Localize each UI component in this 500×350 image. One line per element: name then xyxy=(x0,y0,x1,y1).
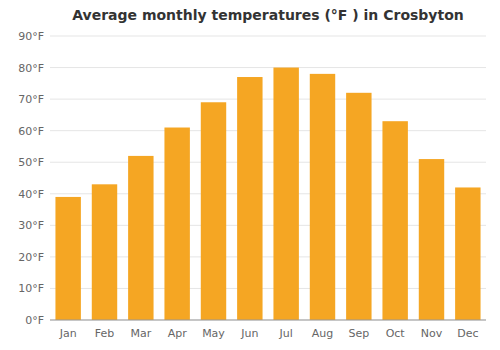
bar xyxy=(455,187,480,320)
y-axis: 0°F 10°F 20°F 30°F 40°F 50°F 60°F 70°F 80°F 90°F xyxy=(18,30,44,327)
x-axis-line xyxy=(50,320,486,321)
x-tick-label: Dec xyxy=(457,327,478,340)
y-tick-label: 10°F xyxy=(18,282,44,295)
grid-line xyxy=(50,36,486,37)
bar xyxy=(419,159,444,320)
x-tick-label: Jul xyxy=(279,327,293,340)
x-tick-label: Sep xyxy=(348,327,369,340)
bar xyxy=(310,74,335,320)
bar xyxy=(382,121,407,320)
title: Average monthly temperatures (°F ) in Cr… xyxy=(72,7,464,23)
y-tick-label: 90°F xyxy=(18,30,44,43)
chart-container: Average monthly temperatures (°F ) in Cr… xyxy=(0,0,500,350)
x-tick-label: Jan xyxy=(59,327,77,340)
bar xyxy=(128,156,153,320)
bar xyxy=(201,102,226,320)
y-tick-label: 40°F xyxy=(18,188,44,201)
x-tick-label: Apr xyxy=(168,327,188,340)
bar xyxy=(92,184,117,320)
grid-line xyxy=(50,320,486,321)
x-tick-label: Nov xyxy=(421,327,443,340)
x-tick-label: Feb xyxy=(95,327,114,340)
x-tick-label: Jun xyxy=(240,327,258,340)
y-tick-label: 0°F xyxy=(25,314,44,327)
x-tick-label: Oct xyxy=(386,327,406,340)
grid-line xyxy=(50,130,486,131)
grid xyxy=(50,36,486,320)
x-tick-label: Aug xyxy=(312,327,333,340)
bar xyxy=(55,197,80,320)
chart: Average monthly temperatures (°F ) in Cr… xyxy=(0,0,500,350)
x-axis: Jan Feb Mar Apr May Jun Jul Aug Sep Oct Nov Dec xyxy=(50,320,486,340)
bar xyxy=(237,77,262,320)
bar xyxy=(273,68,298,320)
bar xyxy=(346,93,371,320)
x-tick-label: Mar xyxy=(130,327,151,340)
y-tick-label: 70°F xyxy=(18,93,44,106)
y-tick-label: 50°F xyxy=(18,156,44,169)
y-tick-label: 80°F xyxy=(18,62,44,75)
y-tick-label: 60°F xyxy=(18,125,44,138)
y-tick-label: 30°F xyxy=(18,219,44,232)
x-tick-label: May xyxy=(202,327,225,340)
bars xyxy=(55,68,480,320)
grid-line xyxy=(50,99,486,100)
bar xyxy=(164,128,189,320)
grid-line xyxy=(50,67,486,68)
y-tick-label: 20°F xyxy=(18,251,44,264)
